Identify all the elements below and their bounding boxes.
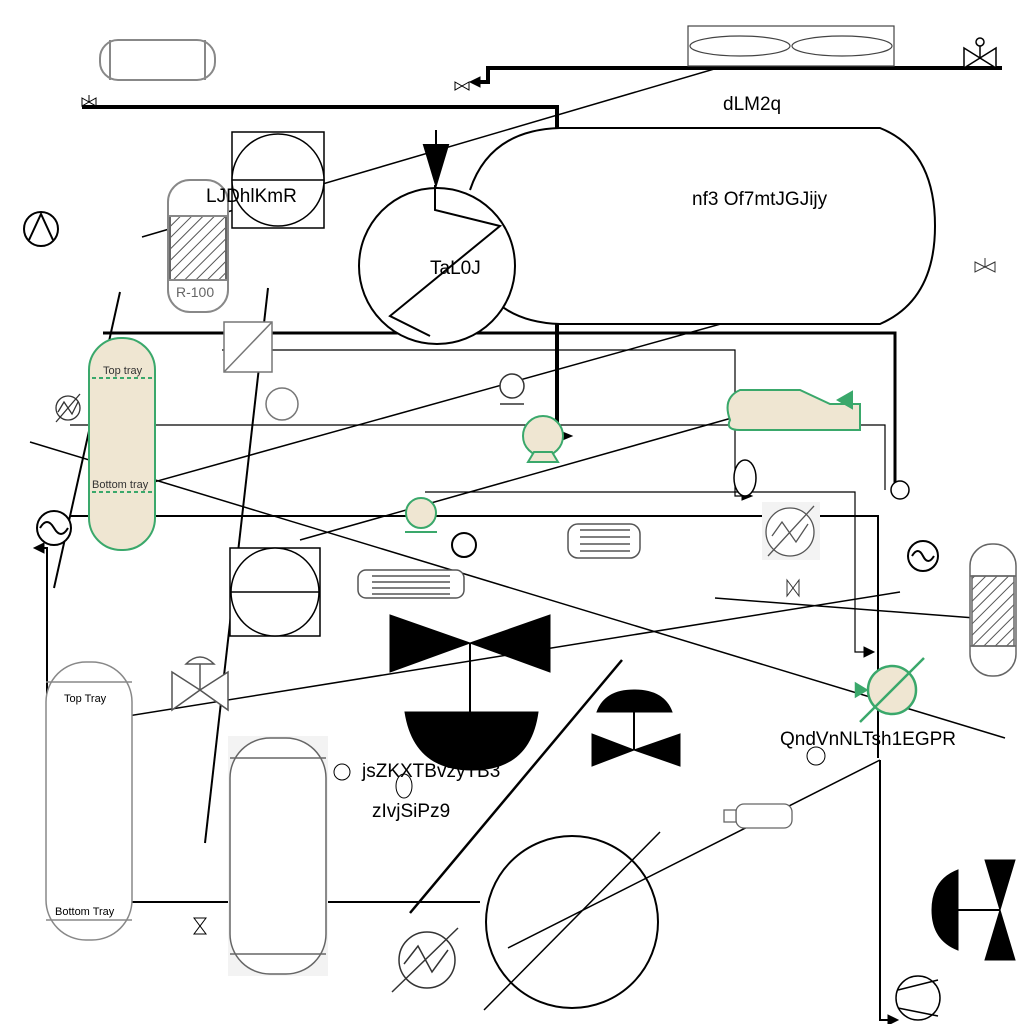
right-pump-icon[interactable]	[890, 480, 910, 500]
diagonal-line	[507, 759, 881, 949]
control-valve-icon[interactable]	[963, 37, 997, 70]
filter-square	[223, 321, 273, 373]
top-tray-left-label: Top Tray	[64, 693, 107, 705]
packed-column	[969, 543, 1017, 677]
diagonal-line	[29, 441, 1006, 739]
label-qnd: QndVnNLTsh1EGPR	[780, 729, 956, 750]
thin-line-c	[425, 491, 868, 653]
diagonal-line	[117, 319, 736, 493]
flow-arrow	[887, 1014, 900, 1024]
shell-tube-exchanger	[567, 523, 641, 559]
small-valve-icon[interactable]	[974, 258, 996, 273]
label-tal0j: TaL0J	[430, 258, 481, 279]
exchanger-icon-gray[interactable]	[762, 502, 820, 560]
flow-arrow	[32, 542, 45, 554]
diagonal-line	[714, 597, 976, 619]
thin-line-b	[70, 424, 886, 490]
small-vessel	[733, 459, 757, 497]
small-pump-icon[interactable]	[333, 746, 826, 799]
hand-valve-icon[interactable]	[171, 656, 229, 712]
diagonal-line	[77, 591, 901, 725]
main-header-line	[478, 66, 1002, 84]
coil-tank	[358, 130, 516, 345]
small-valve-icon[interactable]	[81, 95, 97, 107]
top-tray-label: Top tray	[103, 365, 143, 377]
flow-arrow	[468, 76, 481, 88]
small-valve-icon[interactable]	[193, 917, 207, 935]
label-nf3: nf3 Of7mtJGJijy	[692, 189, 828, 210]
loop-line	[879, 760, 892, 1021]
vessel-center	[228, 736, 328, 976]
small-cylinder	[723, 803, 793, 829]
shell-tube-exchanger	[357, 569, 465, 599]
bottom-tray-left-label: Bottom Tray	[55, 906, 115, 918]
heater-icon-right[interactable]	[907, 540, 939, 572]
large-vessel	[469, 127, 937, 325]
diagonal-line	[409, 659, 623, 914]
diagonal-line	[483, 831, 661, 1011]
reactor-r100	[167, 179, 229, 313]
pump-icon[interactable]	[499, 373, 525, 405]
pump-icon-2[interactable]	[451, 532, 477, 558]
label-zlv: zIvjSiPz9	[372, 801, 450, 822]
distillation-column	[88, 337, 156, 551]
reactor-tag: R-100	[176, 284, 214, 300]
compressor-icon[interactable]	[23, 211, 59, 247]
green-pump-icon[interactable]	[522, 415, 564, 463]
compressor-icon-2[interactable]	[895, 975, 941, 1021]
small-valve-icon[interactable]	[454, 81, 470, 91]
green-exchanger-icon[interactable]	[854, 657, 925, 723]
side-valve-icon[interactable]	[931, 859, 1016, 961]
label-ljdh: LJDhlKmR	[206, 186, 297, 207]
filter-vessel-2	[229, 547, 321, 637]
exchanger-icon-bottom[interactable]	[391, 927, 459, 993]
flow-arrow	[863, 646, 876, 658]
large-valve-icon[interactable]	[389, 614, 551, 771]
small-valve-icon[interactable]	[786, 578, 800, 598]
large-tank	[485, 835, 659, 1009]
label-dlm2q: dLM2q	[723, 94, 781, 115]
label-jsz: jsZKXTBvzyTB3	[361, 761, 500, 782]
green-compressor	[726, 389, 861, 431]
diagonal-line	[299, 409, 761, 541]
bottom-tray-label: Bottom tray	[92, 479, 149, 491]
thin-line-a	[222, 349, 748, 497]
heater-icon-left[interactable]	[36, 510, 72, 546]
drum-icon	[265, 387, 299, 421]
filter-vessel	[231, 131, 325, 229]
vessel-left	[45, 661, 133, 941]
horizontal-drum	[99, 39, 216, 81]
heat-exchanger-icon[interactable]	[55, 393, 81, 423]
green-pump-small-icon[interactable]	[405, 497, 437, 533]
control-valve-2-icon[interactable]	[591, 689, 681, 767]
air-cooler	[687, 25, 895, 67]
